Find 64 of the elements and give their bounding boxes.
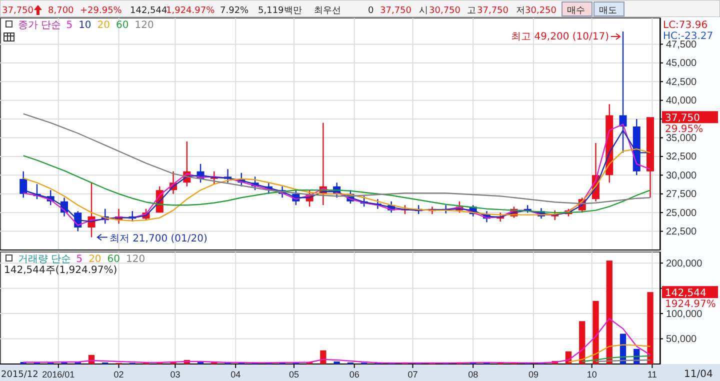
text: 시	[419, 6, 428, 16]
text: 120	[126, 254, 146, 265]
text: 1924.97%	[665, 299, 716, 310]
y-tick-label: 32,500	[666, 152, 698, 163]
y-tick-label: 45,000	[666, 58, 698, 70]
annotation: 142,544주(1,924.97%)	[4, 265, 118, 276]
x-tick-label: 04	[230, 369, 241, 380]
text: 5	[66, 20, 73, 31]
x-tick-label: 2016/01	[42, 369, 75, 380]
text: 120	[134, 20, 154, 31]
y-tick-label: 25,000	[666, 208, 698, 219]
text: 저	[516, 6, 525, 16]
y-tick-label: 40,000	[666, 96, 698, 107]
text: 37,750	[380, 6, 412, 16]
text: HC:-23.27	[663, 31, 714, 42]
y-tick-label: 27,500	[666, 189, 698, 200]
x-tick-label: 03	[170, 369, 180, 380]
text: 최우선	[314, 6, 341, 16]
x-tick-label: 10	[586, 369, 597, 380]
text: 20	[88, 254, 102, 265]
y-tick-label: 22,500	[666, 226, 698, 238]
x-tick-label: 09	[528, 369, 538, 380]
x-tick-label: 05	[288, 369, 299, 380]
x-tick-label: 06	[349, 369, 360, 380]
text: 10	[78, 20, 92, 31]
text: 29.95%	[665, 124, 704, 136]
text: 8,700	[48, 6, 74, 16]
text: 1,924.97%	[166, 6, 216, 16]
y-tick-label: 30,000	[666, 170, 698, 182]
text: 142,544	[130, 6, 168, 16]
text: 60	[107, 254, 120, 265]
text: +29.95%	[80, 6, 122, 16]
annotation: 최저 21,700 (01/20)	[109, 233, 208, 244]
text: 60	[116, 20, 129, 31]
text: 11/04	[684, 369, 713, 380]
text: 30,250	[525, 6, 557, 16]
x-tick-label: 08	[468, 369, 478, 380]
text: 5,119백만	[258, 6, 302, 16]
text: 0	[368, 6, 374, 16]
legend-title: 거래량 단순	[18, 254, 72, 265]
annotation: 최고 49,200 (10/17)	[511, 31, 610, 42]
y-tick-label: 50,000	[666, 334, 698, 345]
y-tick-label: 200,000	[666, 258, 703, 270]
x-tick-label: 07	[408, 369, 418, 380]
legend-title: 종가 단순	[18, 20, 62, 31]
text: 7.92%	[220, 6, 250, 16]
x-tick-label: 02	[114, 369, 124, 380]
text: 2015/12	[1, 370, 38, 380]
text: 37,750	[477, 6, 509, 16]
y-tick-label: 100,000	[666, 308, 703, 320]
text: LC:73.96	[663, 20, 708, 31]
text: 매수	[567, 6, 585, 16]
y-tick-label: 47,500	[666, 39, 698, 50]
y-tick-label: 42,500	[666, 76, 698, 88]
text: 매도	[599, 6, 617, 16]
text: 20	[97, 20, 110, 31]
text: 142,544	[665, 288, 706, 300]
text: 5	[76, 254, 83, 265]
text: 37,750	[665, 113, 700, 124]
text: 37,750	[2, 6, 34, 16]
y-tick-label: 35,000	[666, 132, 698, 144]
x-tick-label: 11	[648, 369, 657, 380]
text: 고	[467, 6, 476, 16]
text: 30,750	[429, 6, 461, 16]
